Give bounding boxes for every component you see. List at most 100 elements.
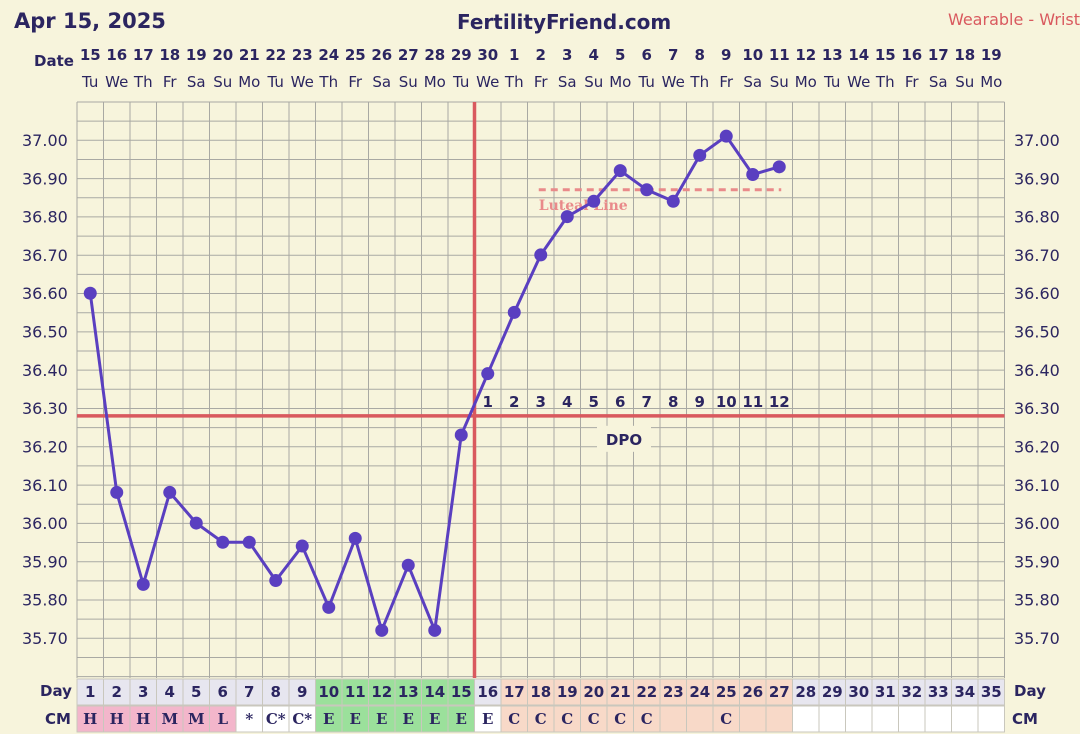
- temperature-point: [269, 574, 283, 588]
- dpo-number: 12: [769, 393, 790, 411]
- temperature-point: [534, 248, 548, 262]
- day-cell: [315, 678, 343, 706]
- cycle-day-label: 8: [271, 683, 281, 701]
- cm-cell: [606, 705, 634, 733]
- date-label: 23: [292, 46, 313, 64]
- day-cell: [341, 678, 369, 706]
- temperature-point: [560, 210, 574, 224]
- cm-cell: [871, 705, 899, 733]
- temperature-point: [375, 623, 389, 637]
- weekday-label: Su: [584, 73, 603, 91]
- date-label: 17: [928, 46, 949, 64]
- cycle-day-label: 26: [742, 683, 763, 701]
- cm-cell: [209, 705, 237, 733]
- temperature-line: [88, 134, 780, 637]
- chart-date: Apr 15, 2025: [14, 9, 166, 33]
- cm-cell: [765, 705, 793, 733]
- cycle-day-label: 7: [244, 683, 254, 701]
- y-tick-left: 36.50: [22, 323, 68, 342]
- temperature-point: [428, 623, 442, 637]
- cm-value: H: [110, 710, 124, 728]
- cm-value: C: [508, 710, 520, 728]
- date-label: 17: [133, 46, 154, 64]
- weekday-label: Mo: [424, 73, 446, 91]
- date-label: 6: [642, 46, 652, 64]
- cm-row-label-left: CM: [45, 710, 71, 728]
- weekday-label: Su: [213, 73, 232, 91]
- y-tick-right: 36.00: [1014, 514, 1060, 533]
- weekday-label: Su: [955, 73, 974, 91]
- date-label: 15: [80, 46, 101, 64]
- day-cell: [421, 678, 449, 706]
- cycle-day-label: 16: [477, 683, 498, 701]
- weekday-label: Sa: [929, 73, 948, 91]
- dpo-number: 4: [562, 393, 572, 411]
- day-cell: [659, 678, 687, 706]
- date-label: 13: [822, 46, 843, 64]
- y-tick-right: 36.20: [1014, 437, 1060, 456]
- cycle-day-label: 34: [954, 683, 975, 701]
- date-label: 1: [509, 46, 519, 64]
- cm-value: M: [188, 710, 205, 728]
- cm-cell: [818, 705, 846, 733]
- date-label: 5: [615, 46, 625, 64]
- cm-cell: [924, 705, 952, 733]
- date-label: 24: [318, 46, 339, 64]
- cm-cell: [315, 705, 343, 733]
- day-cell: [447, 678, 475, 706]
- date-label: 19: [981, 46, 1002, 64]
- y-tick-right: 37.00: [1014, 131, 1060, 150]
- site-title: FertilityFriend.com: [457, 10, 672, 34]
- date-label: 9: [721, 46, 731, 64]
- temperature-point: [613, 164, 627, 178]
- day-cell: [527, 678, 555, 706]
- day-cell: [633, 678, 661, 706]
- cm-cell: [898, 705, 926, 733]
- date-label: 25: [345, 46, 366, 64]
- weekday-label: Sa: [372, 73, 391, 91]
- weekday-label: Tu: [267, 73, 284, 91]
- cm-value: H: [136, 710, 150, 728]
- weekday-label: Tu: [452, 73, 469, 91]
- cm-cell: [977, 705, 1005, 733]
- cycle-day-label: 19: [557, 683, 578, 701]
- temperature-point: [587, 194, 601, 208]
- cm-value: C: [588, 710, 600, 728]
- dpo-number: 2: [509, 393, 519, 411]
- cm-value: C: [614, 710, 626, 728]
- y-tick-right: 35.80: [1014, 591, 1060, 610]
- cm-value: C: [535, 710, 547, 728]
- cm-cell: [474, 705, 502, 733]
- cm-value: H: [83, 710, 97, 728]
- day-row-label-right: Day: [1014, 682, 1046, 700]
- temperature-point: [772, 160, 786, 174]
- cycle-day-label: 32: [901, 683, 922, 701]
- weekday-label: Su: [770, 73, 789, 91]
- day-cell: [156, 678, 184, 706]
- date-label: 28: [424, 46, 445, 64]
- cycle-day-label: 22: [636, 683, 657, 701]
- cm-value: C*: [266, 710, 286, 728]
- cm-cell: [182, 705, 210, 733]
- y-tick-right: 36.40: [1014, 361, 1060, 380]
- cm-value: *: [245, 710, 253, 728]
- day-cell: [871, 678, 899, 706]
- cm-cell: [580, 705, 608, 733]
- date-label: 18: [159, 46, 180, 64]
- dpo-number: 11: [742, 393, 763, 411]
- dpo-label: DPO: [606, 431, 642, 449]
- cm-cell: [633, 705, 661, 733]
- day-cell: [845, 678, 873, 706]
- cycle-day-label: 1: [85, 683, 95, 701]
- day-cell: [553, 678, 581, 706]
- day-cell: [209, 678, 237, 706]
- weekday-label: Fr: [719, 73, 734, 91]
- y-tick-left: 35.90: [22, 552, 68, 571]
- day-cell: [394, 678, 422, 706]
- day-cell: [951, 678, 979, 706]
- date-label: 26: [371, 46, 392, 64]
- weekday-label: Tu: [81, 73, 98, 91]
- date-label: 3: [562, 46, 572, 64]
- date-label: 10: [742, 46, 763, 64]
- day-row-label-left: Day: [40, 682, 72, 700]
